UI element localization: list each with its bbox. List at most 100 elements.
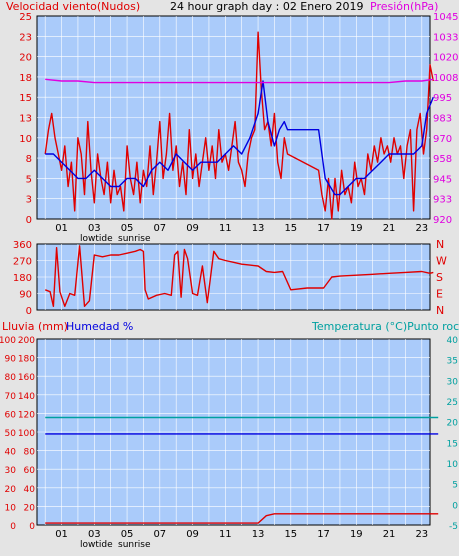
bottom-left-tick: 90 (5, 355, 17, 365)
bottom-right-tick: 0 (452, 501, 458, 511)
top-left-tick: 13 (19, 114, 32, 125)
mid-right-label: E (436, 288, 443, 301)
bottom-right-tick: -5 (449, 522, 458, 532)
bot-series-line-0 (45, 513, 439, 524)
top-right-tick: 958 (433, 154, 452, 165)
bottom-right-tick: 5 (452, 481, 458, 491)
bottom-left-tick: 60 (5, 410, 17, 420)
top-series-line-1 (45, 80, 434, 196)
bottom-right-tick: 35 (447, 357, 458, 367)
top-x-tick: 01 (55, 223, 68, 234)
bottom-rain-tick: 60 (24, 466, 36, 476)
top-x-tick: 15 (284, 223, 297, 234)
bottom-left-tick: 80 (5, 373, 17, 383)
top-right-tick: 945 (433, 174, 452, 185)
bottom-left-tick: 50 (5, 429, 17, 439)
top-x-tick: 05 (121, 223, 134, 234)
bottom-right-tick: 30 (447, 377, 459, 387)
bottom-x-tick: 23 (415, 529, 428, 540)
top-right-tick: 933 (433, 195, 452, 206)
bottom-left-tick: 100 (0, 336, 16, 346)
top-x-tick: 09 (186, 223, 199, 234)
mid-right-label: S (436, 271, 443, 284)
top-left-tick: 0 (26, 215, 32, 226)
top-left-tick: 20 (19, 53, 32, 64)
top-right-axis: 920 933 945 958 970 983 995 1008 1020 1033 1045 (433, 12, 458, 226)
bottom-x-tick: 03 (88, 529, 101, 540)
top-left-tick: 3 (26, 195, 32, 206)
mid-left-tick: 270 (13, 257, 32, 268)
mid-left-tick: 360 (13, 240, 32, 251)
top-title-left: Velocidad viento(Nudos) (6, 0, 140, 13)
bottom-rain-axis: 0 20 40 60 80 100 120 140 160 180 200 (18, 336, 35, 532)
bottom-rain-tick: 120 (18, 410, 35, 420)
bottom-rain-tick: 160 (18, 373, 35, 383)
bottom-left-axis: 0 10 20 30 40 50 60 70 80 90 100 (0, 336, 16, 532)
top-title-right: Presión(hPa) (370, 0, 438, 13)
bottom-x-tick: 11 (219, 529, 232, 540)
mid-left-axis: 0 90 180 270 360 (13, 240, 32, 317)
bottom-right-tick: 20 (447, 419, 459, 429)
bottom-left-tick: 0 (10, 522, 16, 532)
marker-sunrise-bottom: sunrise (118, 540, 151, 550)
bottom-rain-tick: 0 (29, 522, 35, 532)
mid-right-label: N (436, 304, 444, 317)
top-left-tick: 15 (19, 93, 32, 104)
bottom-left-tick: 10 (5, 503, 17, 513)
bottom-x-tick: 19 (350, 529, 363, 540)
bottom-rain-tick: 180 (18, 355, 35, 365)
top-x-tick: 17 (317, 223, 330, 234)
bottom-title-left: Lluvia (mm) (2, 320, 68, 333)
marker-sunrise-top: sunrise (118, 234, 151, 244)
bottom-rain-tick: 100 (18, 429, 35, 439)
top-right-tick: 983 (433, 114, 452, 125)
bottom-title-right: Temperatura (°C)Punto rocío (311, 320, 459, 333)
top-x-tick: 21 (383, 223, 396, 234)
top-grid (37, 16, 430, 219)
bottom-right-tick: 40 (447, 336, 459, 346)
bottom-x-tick: 01 (55, 529, 68, 540)
mid-right-label: W (436, 255, 447, 268)
top-title-center: 24 hour graph day : 02 Enero 2019 (170, 0, 364, 13)
top-x-tick: 23 (415, 223, 428, 234)
mid-series (44, 245, 434, 307)
bottom-x-tick: 17 (317, 529, 330, 540)
top-series-line-2 (45, 78, 434, 84)
marker-lowtide-top: lowtide (80, 234, 113, 244)
top-left-tick: 25 (19, 12, 32, 23)
bottom-x-tick: 09 (186, 529, 199, 540)
bottom-left-tick: 70 (5, 392, 17, 402)
bottom-right-tick: 25 (447, 398, 458, 408)
bottom-left-tick: 30 (5, 466, 17, 476)
top-right-tick: 1033 (433, 32, 458, 43)
bottom-grid (37, 339, 430, 525)
bottom-left-tick: 40 (5, 448, 17, 458)
top-right-tick: 995 (433, 93, 452, 104)
top-x-tick: 03 (88, 223, 101, 234)
top-right-tick: 1045 (433, 12, 458, 23)
bottom-series (45, 416, 439, 524)
marker-lowtide-bottom: lowtide (80, 540, 113, 550)
bottom-rain-tick: 140 (18, 392, 35, 402)
top-x-tick: 19 (350, 223, 363, 234)
bottom-left-tick: 20 (5, 485, 17, 495)
top-left-tick: 18 (19, 73, 32, 84)
top-left-tick: 5 (26, 174, 32, 185)
top-x-tick: 07 (153, 223, 166, 234)
mid-grid (37, 244, 430, 310)
bottom-x-tick: 15 (284, 529, 297, 540)
bottom-right-tick: 15 (447, 439, 458, 449)
bottom-right-tick: 10 (447, 460, 459, 470)
top-series (44, 31, 434, 220)
mid-left-tick: 180 (13, 273, 32, 284)
top-left-tick: 8 (26, 154, 32, 165)
top-left-tick: 10 (19, 134, 32, 145)
mid-left-tick: 0 (26, 306, 32, 317)
bottom-x-axis: 01 03 05 07 09 11 13 15 17 19 21 23 (55, 529, 428, 540)
mid-series-line-0 (44, 245, 434, 307)
mid-right-label: N (436, 238, 444, 251)
bottom-x-tick: 13 (252, 529, 265, 540)
mid-left-tick: 90 (19, 290, 32, 301)
